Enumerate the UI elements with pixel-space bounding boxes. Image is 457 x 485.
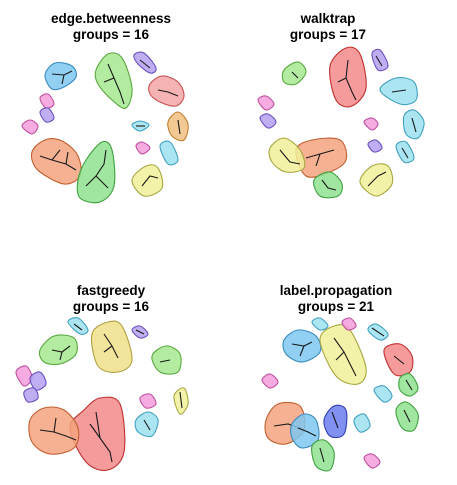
panel-groups-count: groups = 16 — [73, 27, 150, 42]
graph-edge — [337, 77, 347, 83]
graph-edge — [319, 447, 325, 463]
graph-edge — [39, 155, 77, 171]
graph-edge — [103, 345, 113, 353]
community-hull — [135, 141, 151, 155]
community-hull — [94, 52, 133, 109]
graph-edge — [403, 409, 411, 423]
graph-edge — [95, 411, 101, 439]
community-hull — [21, 119, 39, 135]
graph-edge — [59, 351, 63, 361]
panel-groups-count: groups = 17 — [290, 27, 366, 42]
community-hull — [359, 163, 394, 197]
community-hull — [44, 61, 77, 91]
graph-edge — [39, 429, 77, 441]
community-hulls — [15, 317, 189, 472]
panel-title: walktrap — [300, 11, 356, 26]
graph-edge — [315, 153, 321, 167]
community-hull — [15, 365, 33, 387]
community-hull — [363, 453, 381, 469]
graph-edge — [141, 175, 159, 187]
panel-title: fastgreedy — [77, 283, 146, 298]
panel-walktrap: walktrap groups = 17 — [257, 11, 425, 199]
panel-fastgreedy: fastgreedy groups = 16 — [15, 283, 189, 472]
community-hull — [148, 75, 185, 107]
graph-edge — [65, 151, 69, 165]
panel-label-propagation: label.propagation groups = 21 — [261, 283, 419, 472]
community-hulls — [261, 317, 419, 472]
community-hull — [311, 439, 335, 472]
graph-edge — [89, 423, 113, 463]
graph-edge — [401, 147, 409, 159]
panel-edge-betweenness: edge.betweenness groups = 16 — [21, 11, 189, 204]
panel-groups-count: groups = 16 — [73, 299, 150, 314]
graph-edge — [279, 149, 301, 165]
community-hull — [159, 140, 179, 166]
community-hull — [295, 137, 348, 178]
graph-edge — [405, 379, 413, 391]
community-hull — [151, 345, 182, 375]
graph-edge — [391, 89, 407, 93]
panel-groups-count: groups = 21 — [298, 299, 375, 314]
community-hull — [341, 317, 357, 331]
graph-edge — [157, 89, 179, 97]
graph-edge — [333, 337, 357, 377]
community-hull — [371, 48, 389, 72]
community-hull — [67, 317, 89, 335]
community-hull — [268, 137, 306, 173]
community-hull — [76, 140, 116, 204]
community-hull — [373, 385, 393, 403]
graph-edge — [297, 427, 317, 437]
graph-edge — [139, 59, 151, 69]
community-hull — [38, 334, 78, 366]
graph-edge — [393, 355, 405, 365]
community-hull — [353, 413, 371, 433]
community-hull — [167, 111, 189, 142]
graph-edge — [159, 359, 171, 363]
graph-edge — [143, 419, 151, 431]
graph-edge — [103, 77, 115, 83]
community-hull — [363, 117, 379, 131]
community-hull — [259, 113, 277, 129]
graph-edge — [335, 351, 345, 361]
community-hull — [319, 324, 367, 385]
community-hull — [281, 61, 307, 86]
community-hulls — [257, 46, 425, 199]
graph-edge — [51, 149, 61, 161]
graph-edge — [135, 329, 145, 335]
graph-edge — [371, 327, 385, 337]
graph-edge — [375, 55, 383, 67]
community-hulls — [21, 51, 189, 204]
graph-edge — [95, 175, 109, 189]
graph-edge — [107, 63, 125, 105]
graph-edge — [53, 417, 57, 433]
graph-edge — [177, 119, 181, 135]
community-hull — [23, 387, 39, 403]
graph-edge — [61, 74, 65, 85]
graph-edge — [299, 345, 305, 357]
panel-title: edge.betweenness — [51, 11, 171, 26]
graph-edge — [411, 117, 417, 133]
community-hull — [311, 317, 329, 331]
community-hull — [261, 373, 279, 389]
community-hull — [313, 171, 343, 199]
community-hull — [139, 393, 157, 409]
graph-edge — [291, 71, 299, 79]
community-hull — [329, 46, 367, 108]
community-hull — [39, 93, 55, 109]
community-hull — [39, 107, 55, 123]
graph-edge — [179, 391, 183, 409]
graph-edge — [331, 411, 339, 429]
community-hull — [133, 51, 157, 74]
panel-title: label.propagation — [280, 283, 393, 298]
graph-edge — [367, 171, 387, 187]
community-hull — [257, 95, 275, 111]
graph-edge — [345, 59, 357, 101]
graph-edge — [321, 179, 337, 191]
graph-edge — [73, 323, 83, 331]
community-hull — [131, 164, 164, 197]
graph-edge — [85, 149, 107, 187]
community-hull — [367, 139, 383, 153]
